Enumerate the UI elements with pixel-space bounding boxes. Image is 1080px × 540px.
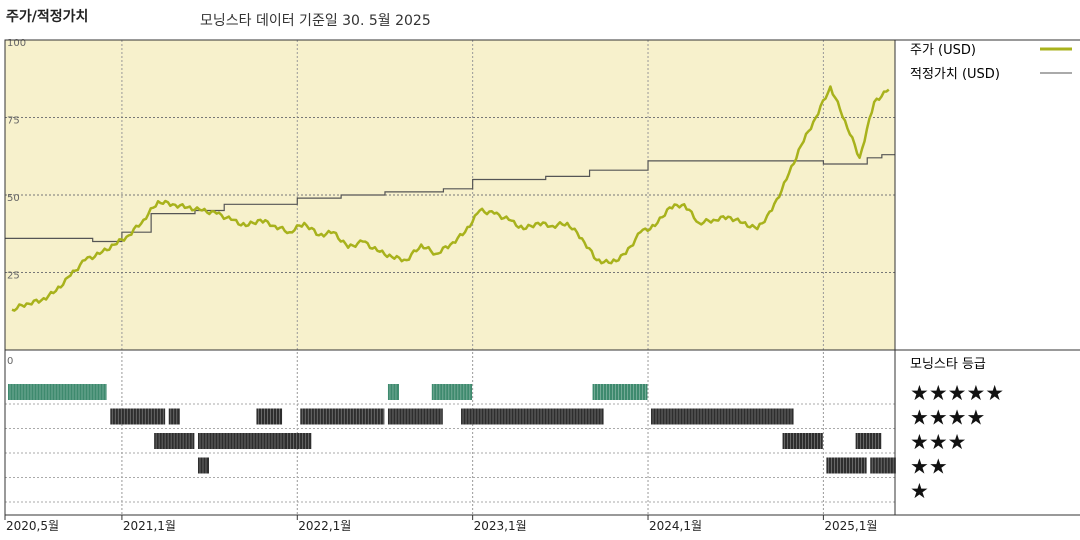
rating-segment (826, 457, 867, 474)
x-tick-label: 2021,1월 (123, 519, 176, 533)
legend-price-label: 주가 (USD) (910, 43, 976, 58)
price-line (11, 85, 890, 312)
rating-segment (285, 433, 312, 449)
rating-segment (110, 408, 166, 425)
rating-segment (592, 384, 648, 400)
y-tick-label: 25 (7, 271, 20, 282)
star-rating-label: ★★★★ (910, 406, 985, 430)
legend-fair-label: 적정가치 (USD) (910, 67, 1000, 82)
x-tick-label: 2022,1월 (298, 519, 351, 533)
rating-segment (651, 408, 794, 425)
star-rating-label: ★★★ (910, 430, 966, 454)
chart-title: 주가/적정가치 (6, 9, 89, 25)
star-rating-label: ★ (910, 479, 929, 503)
rating-segment (855, 433, 882, 449)
rating-segment (197, 433, 297, 449)
fair-value-line (5, 154, 895, 243)
star-rating-label: ★★★★★ (910, 381, 1004, 405)
price-series (11, 85, 890, 312)
rating-segment (782, 433, 823, 449)
rating-segment (154, 433, 195, 449)
rating-segment (387, 384, 399, 400)
rating-segment (8, 384, 107, 400)
rating-segment (387, 408, 443, 425)
rating-plot-frame (4, 349, 896, 516)
y-tick-label: 100 (7, 38, 26, 49)
x-tick-label: 2024,1월 (649, 519, 702, 533)
x-tick-label: 2025,1월 (824, 519, 877, 533)
rating-strips (5, 384, 896, 503)
rating-segment (870, 457, 896, 474)
y-tick-label: 50 (7, 193, 20, 204)
y-tick-labels: 100 75 50 25 0 (7, 38, 26, 367)
x-tick-label: 2023,1월 (474, 519, 527, 533)
rating-segment (197, 457, 209, 474)
gridlines (4, 40, 895, 520)
y-tick-label: 0 (7, 356, 13, 367)
rating-segment (256, 408, 283, 425)
star-labels: ★★★★★★★★★★★★★★★ (910, 381, 1004, 503)
rating-segment (300, 408, 385, 425)
x-tick-label: 2020,5월 (6, 519, 59, 533)
y-tick-label: 75 (7, 116, 20, 127)
data-date-subtitle: 모닝스타 데이터 기준일 30. 5월 2025 (200, 13, 431, 29)
fair-value-series (5, 154, 895, 243)
rating-segment (461, 408, 604, 425)
rating-legend-title: 모닝스타 등급 (910, 357, 986, 372)
star-rating-label: ★★ (910, 455, 948, 479)
rating-segment (168, 408, 180, 425)
rating-segment (431, 384, 473, 400)
x-tick-labels: 2020,5월 2021,1월 2022,1월 2023,1월 2024,1월 2025,… (6, 519, 877, 533)
